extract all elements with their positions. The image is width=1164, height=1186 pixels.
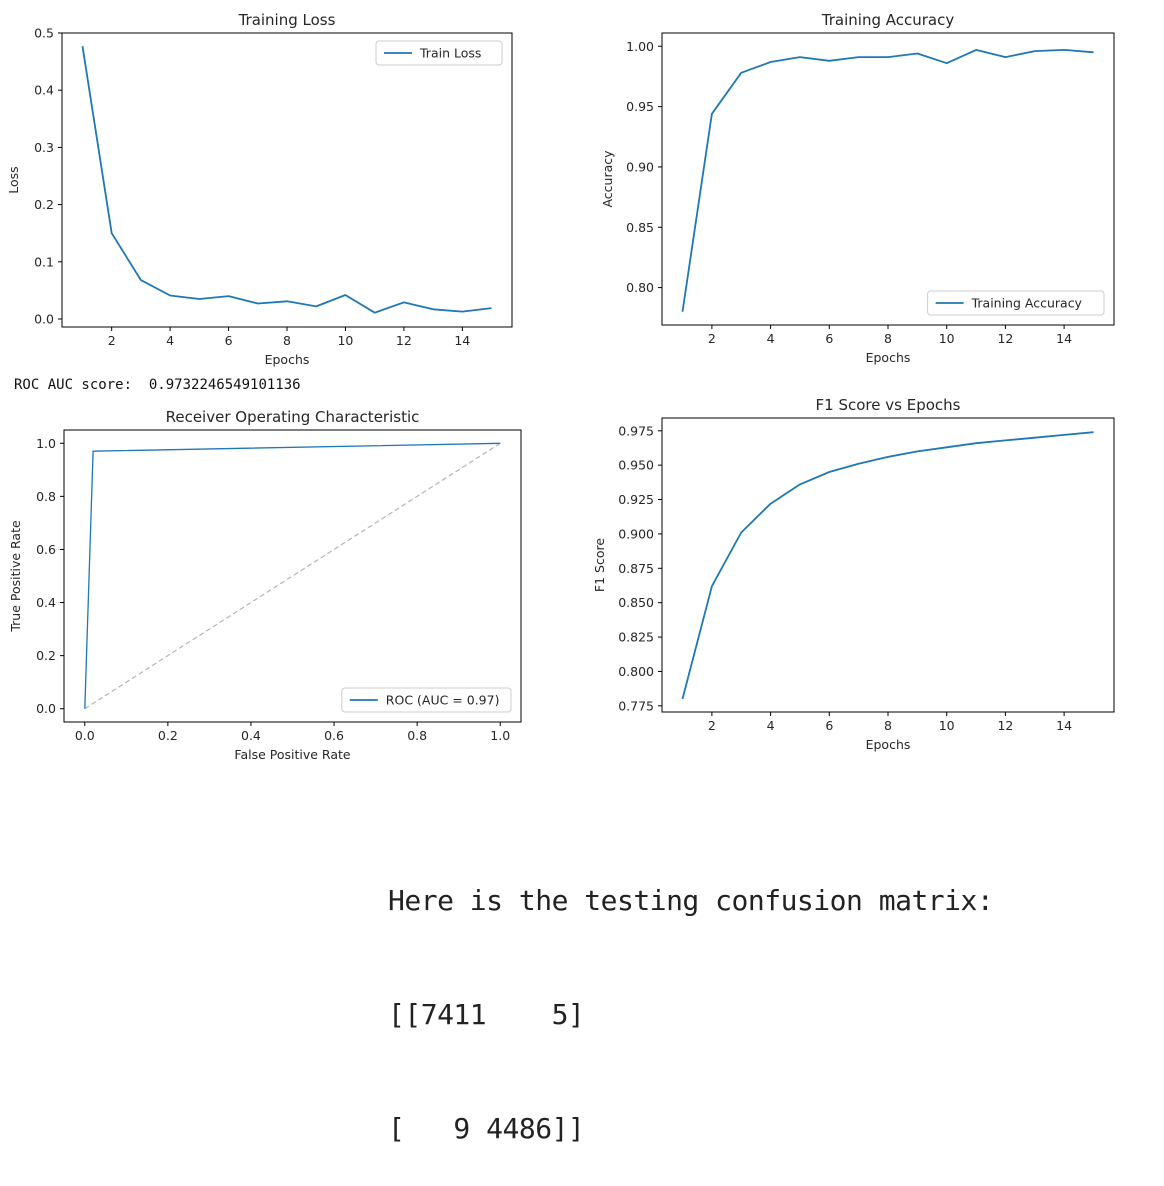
roc-y-tick-label: 0.4	[36, 595, 56, 610]
f1-x-tick-label: 14	[1056, 718, 1072, 733]
roc-y-tick-label: 0.8	[36, 489, 56, 504]
loss-x-tick-label: 8	[283, 333, 291, 348]
roc-y-axis-label: True Positive Rate	[8, 520, 23, 633]
roc-series-line-0	[84, 442, 501, 709]
f1-x-tick-label: 10	[939, 718, 955, 733]
loss-x-tick-label: 10	[337, 333, 353, 348]
roc-y-tick-label: 0.2	[36, 648, 56, 663]
roc-auc-score-value: 0.9732246549101136	[148, 377, 301, 393]
accuracy-y-tick-label: 0.95	[626, 99, 654, 114]
accuracy-legend-box	[927, 290, 1105, 316]
accuracy-x-tick-label: 14	[1056, 331, 1072, 346]
roc-axes-frame	[63, 429, 522, 723]
confusion-matrix-row-2: [ 9 4486]]	[388, 1112, 585, 1145]
accuracy-x-tick-label: 6	[825, 331, 833, 346]
accuracy-x-tick-label: 12	[997, 331, 1013, 346]
accuracy-legend-label: Training Accuracy	[971, 296, 1083, 311]
loss-x-tick-label: 12	[396, 333, 412, 348]
roc-x-tick-label: 1.0	[490, 728, 510, 743]
roc-auc-score-label: ROC AUC score:	[14, 377, 133, 393]
loss-chart: Training Loss 2 4 6 8 10 12 14 0.0 0.1 0.2 0.3 0.4 0.…	[6, 11, 513, 367]
roc-chart: Receiver Operating Characteristic 0.0 0.2 0…	[8, 408, 522, 762]
f1-x-tick-label: 4	[767, 718, 775, 733]
accuracy-x-tick-label: 8	[884, 331, 892, 346]
loss-legend-box	[375, 40, 503, 66]
loss-y-tick-label: 0.4	[34, 83, 54, 98]
accuracy-series-line-0	[681, 49, 1094, 312]
loss-legend: Train Loss	[375, 40, 503, 66]
loss-x-tick-label: 4	[166, 333, 174, 348]
confusion-matrix-row-1: [[7411 5]	[388, 998, 585, 1031]
loss-y-tick-label: 0.0	[34, 311, 54, 326]
roc-y-tick-label: 0.6	[36, 542, 56, 557]
roc-x-tick-label: 0.8	[407, 728, 427, 743]
f1-y-tick-label: 0.800	[618, 664, 654, 679]
accuracy-x-tick-label: 10	[939, 331, 955, 346]
f1-x-tick-label: 8	[884, 718, 892, 733]
loss-title: Training Loss	[238, 11, 336, 29]
accuracy-title: Training Accuracy	[821, 11, 955, 29]
accuracy-x-tick-label: 2	[708, 331, 716, 346]
roc-reference-diagonal-line	[84, 442, 501, 710]
loss-series-line-0	[81, 46, 492, 314]
charts-canvas: Training Loss 2 4 6 8 10 12 14 0.0 0.1 0.2 0.3 0.4 0.…	[6, 11, 1115, 762]
roc-y-tick-label: 0.0	[36, 701, 56, 716]
loss-axes-frame	[61, 32, 513, 328]
f1-y-tick-label: 0.825	[618, 630, 654, 645]
f1-y-tick-label: 0.975	[618, 423, 654, 438]
loss-y-tick-label: 0.5	[34, 26, 54, 41]
loss-x-tick-label: 14	[454, 333, 470, 348]
f1-x-tick-label: 2	[708, 718, 716, 733]
loss-y-tick-label: 0.1	[34, 254, 54, 269]
accuracy-y-tick-label: 1.00	[626, 39, 654, 54]
f1-y-tick-label: 0.900	[618, 526, 654, 541]
loss-x-tick-label: 6	[225, 333, 233, 348]
loss-y-tick-label: 0.3	[34, 140, 54, 155]
f1-y-tick-label: 0.875	[618, 561, 654, 576]
f1-series-line-0	[681, 431, 1094, 700]
accuracy-chart: Training Accuracy 2 4 6 8 10 12 14 0.80 0.85 0.90 0…	[600, 11, 1115, 365]
accuracy-y-tick-label: 0.90	[626, 159, 654, 174]
roc-x-axis-label: False Positive Rate	[234, 747, 350, 762]
f1-y-axis-label: F1 Score	[592, 538, 607, 592]
accuracy-y-tick-label: 0.85	[626, 220, 654, 235]
roc-legend-label: ROC (AUC = 0.97)	[386, 693, 500, 708]
f1-y-tick-label: 0.950	[618, 458, 654, 473]
roc-legend: ROC (AUC = 0.97)	[341, 687, 512, 713]
loss-y-tick-label: 0.2	[34, 197, 54, 212]
f1-x-tick-label: 12	[997, 718, 1013, 733]
f1-x-tick-label: 6	[825, 718, 833, 733]
f1-y-tick-label: 0.775	[618, 698, 654, 713]
f1-y-tick-label: 0.925	[618, 492, 654, 507]
loss-y-axis-label: Loss	[6, 166, 21, 193]
loss-legend-label: Train Loss	[419, 46, 481, 61]
roc-auc-score-output: ROC AUC score: 0.9732246549101136	[14, 377, 301, 393]
f1-axes-frame	[661, 417, 1115, 713]
f1-y-tick-label: 0.850	[618, 595, 654, 610]
accuracy-legend: Training Accuracy	[927, 290, 1105, 316]
roc-x-tick-label: 0.2	[158, 728, 178, 743]
f1-chart: F1 Score vs Epochs 2 4 6 8 10 12 14 0.775 0.800 0.…	[592, 396, 1115, 752]
accuracy-y-tick-label: 0.80	[626, 280, 654, 295]
roc-title: Receiver Operating Characteristic	[166, 408, 420, 426]
accuracy-axes-frame	[661, 32, 1115, 326]
f1-title: F1 Score vs Epochs	[816, 396, 961, 414]
roc-y-tick-label: 1.0	[36, 436, 56, 451]
roc-x-tick-label: 0.6	[324, 728, 344, 743]
roc-x-tick-label: 0.4	[241, 728, 261, 743]
loss-x-tick-label: 2	[108, 333, 116, 348]
confusion-matrix-title: Here is the testing confusion matrix:	[388, 884, 994, 917]
accuracy-x-axis-label: Epochs	[866, 350, 911, 365]
confusion-matrix-output: Here is the testing confusion matrix: [[…	[388, 806, 994, 1186]
loss-x-axis-label: Epochs	[265, 352, 310, 367]
f1-x-axis-label: Epochs	[866, 737, 911, 752]
roc-x-tick-label: 0.0	[75, 728, 95, 743]
accuracy-y-axis-label: Accuracy	[600, 150, 615, 208]
roc-legend-box	[341, 687, 512, 713]
accuracy-x-tick-label: 4	[767, 331, 775, 346]
